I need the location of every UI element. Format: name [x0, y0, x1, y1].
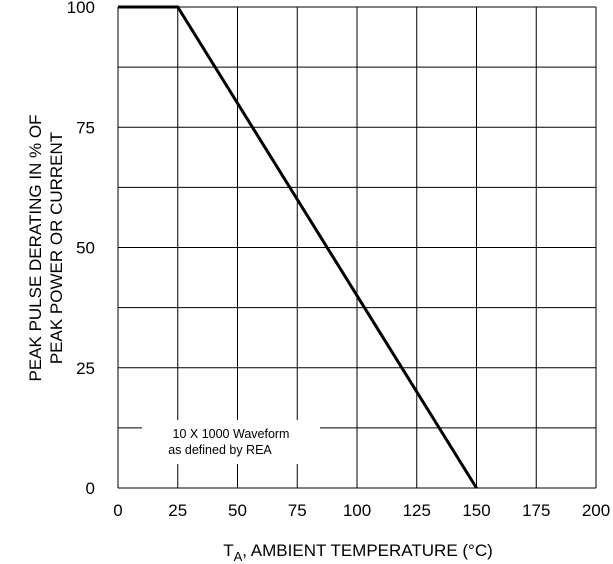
x-tick-label: 0: [113, 501, 122, 520]
annotation-background: [142, 420, 320, 464]
x-tick-label: 175: [522, 501, 550, 520]
series: [118, 5, 478, 489]
y-tick-label: 75: [76, 118, 95, 137]
x-tick-label: 75: [288, 501, 307, 520]
x-tick-label: 200: [582, 501, 610, 520]
x-tick-label: 125: [403, 501, 431, 520]
annotation-line-2: as defined by REA: [168, 443, 272, 457]
y-tick-label: 50: [76, 239, 95, 258]
x-tick-label: 25: [168, 501, 187, 520]
y-axis-title: PEAK PULSE DERATING IN % OF PEAK POWER O…: [26, 114, 66, 381]
y-tick-label: 100: [67, 0, 95, 17]
annotation-box: 10 X 1000 Waveform as defined by REA: [142, 420, 320, 464]
x-tick-label: 100: [343, 501, 371, 520]
x-axis-title-t: T: [223, 541, 233, 560]
x-axis-title: TA, AMBIENT TEMPERATURE (°C): [223, 541, 493, 564]
y-axis-title-line-2: PEAK POWER OR CURRENT: [47, 132, 66, 364]
x-tick-label: 50: [228, 501, 247, 520]
x-axis-title-rest: , AMBIENT TEMPERATURE (°C): [242, 541, 493, 560]
grid: [117, 6, 597, 489]
x-tick-label: 150: [462, 501, 490, 520]
y-tick-label: 25: [76, 359, 95, 378]
annotation-line-1: 10 X 1000 Waveform: [173, 427, 290, 441]
y-axis-title-line-1: PEAK PULSE DERATING IN % OF: [26, 114, 45, 381]
y-tick-label: 0: [86, 479, 95, 498]
y-tick-labels: 0 25 50 75 100: [67, 0, 95, 498]
x-tick-labels: 0 25 50 75 100 125 150 175 200: [113, 501, 610, 520]
x-axis-title-subscript: A: [234, 549, 243, 564]
derating-curve: [118, 5, 478, 489]
